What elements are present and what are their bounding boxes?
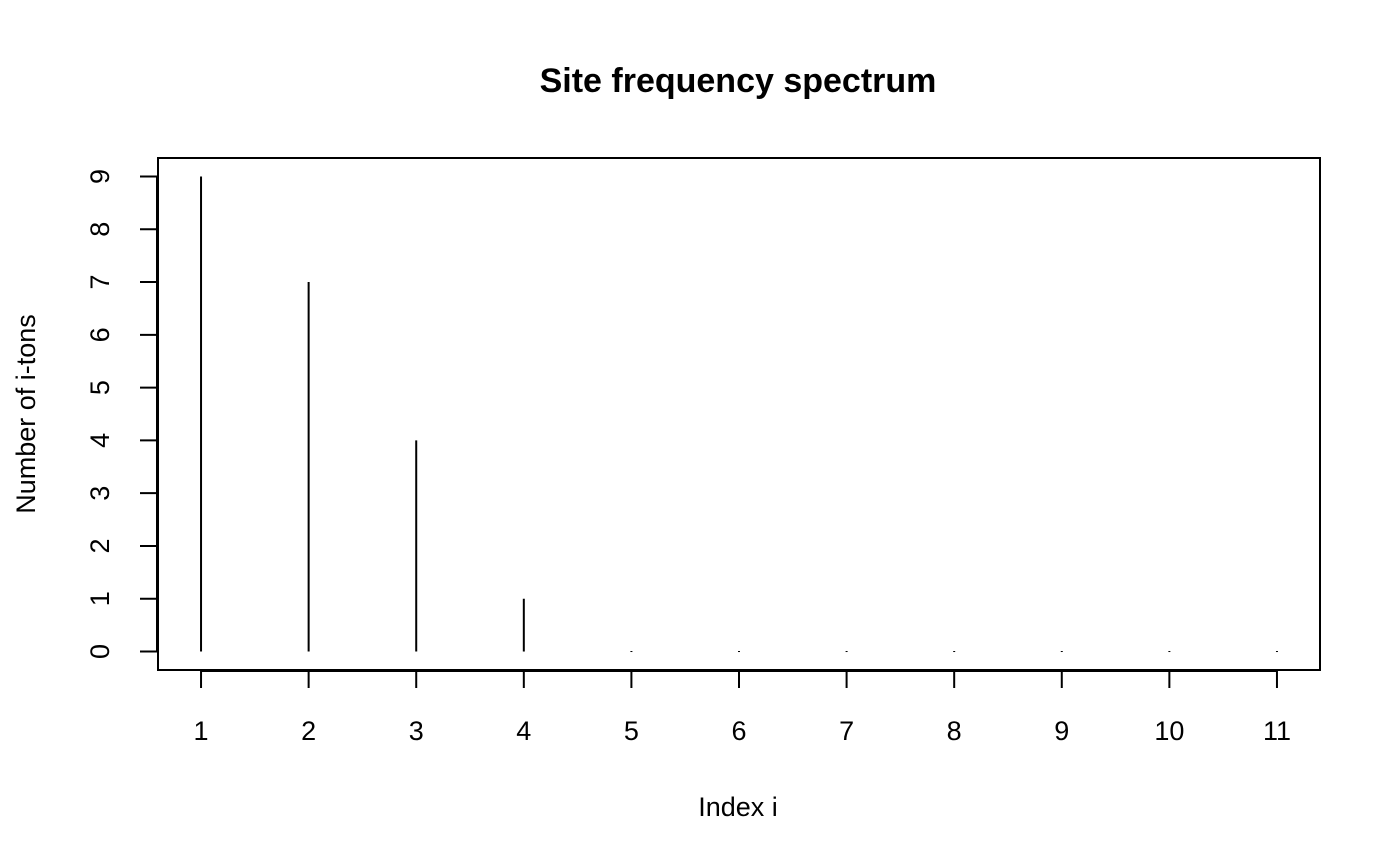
y-tick-label: 2 [85, 538, 115, 553]
y-tick-label: 0 [85, 644, 115, 659]
y-tick-label: 6 [85, 327, 115, 342]
y-tick-label: 7 [85, 275, 115, 290]
x-axis: 1 2 3 4 5 6 7 8 9 10 11 [194, 670, 1291, 746]
x-tick-label: 6 [731, 716, 746, 746]
x-tick-label: 4 [516, 716, 531, 746]
data-marks [200, 176, 1278, 653]
y-tick-label: 3 [85, 486, 115, 501]
x-tick-label: 3 [409, 716, 424, 746]
plot-frame [157, 157, 1321, 671]
x-tick-label: 5 [624, 716, 639, 746]
y-tick-label: 9 [85, 169, 115, 184]
x-tick-label: 8 [947, 716, 962, 746]
x-tick-label: 11 [1263, 716, 1291, 746]
x-axis-label: Index i [698, 792, 778, 822]
y-tick-label: 1 [85, 591, 115, 606]
x-tick-label: 7 [839, 716, 854, 746]
x-tick-label: 1 [194, 716, 209, 746]
y-axis-label: Number of i-tons [11, 314, 41, 514]
y-tick-label: 5 [85, 380, 115, 395]
x-tick-label: 2 [301, 716, 316, 746]
x-tick-label: 9 [1054, 716, 1069, 746]
chart-title: Site frequency spectrum [540, 62, 937, 100]
y-tick-label: 4 [85, 433, 115, 448]
x-tick-label: 10 [1154, 716, 1184, 746]
y-axis: 0 1 2 3 4 5 6 7 8 9 [85, 169, 158, 659]
y-tick-label: 8 [85, 222, 115, 237]
